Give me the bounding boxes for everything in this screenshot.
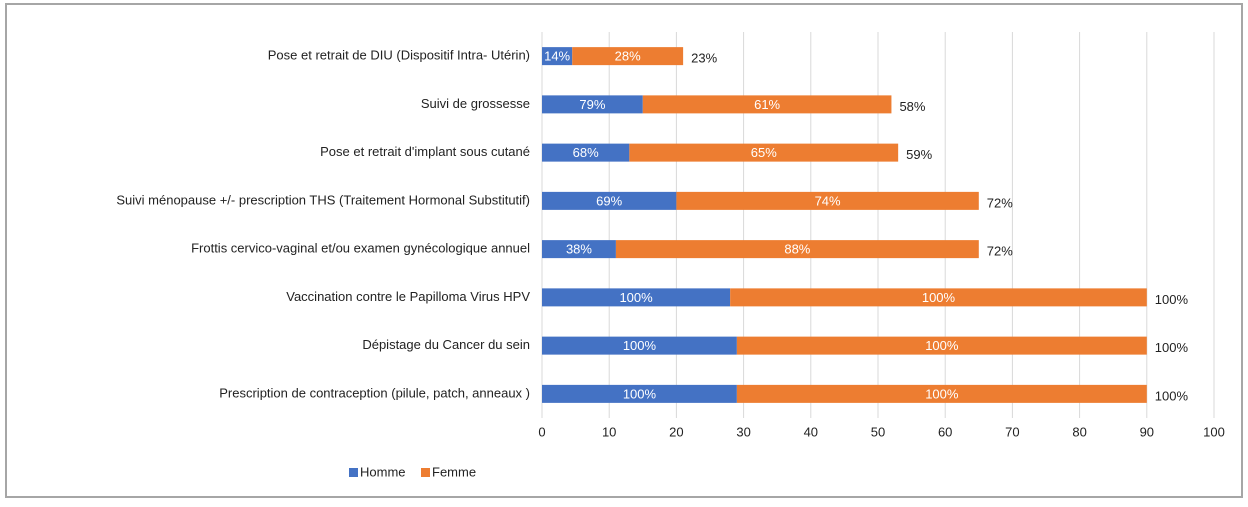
legend-swatch <box>421 468 430 477</box>
segment-label: 100% <box>922 290 956 305</box>
y-tick-label: Frottis cervico-vaginal et/ou examen gyn… <box>191 241 530 256</box>
total-label: 23% <box>691 51 717 66</box>
segment-label: 38% <box>566 242 592 257</box>
bar-segment <box>542 95 643 114</box>
segment-label: 28% <box>615 49 641 64</box>
bar-segment <box>542 384 737 403</box>
x-tick-label: 20 <box>669 424 683 439</box>
segment-label: 68% <box>573 145 599 160</box>
y-tick-label: Suivi ménopause +/- prescription THS (Tr… <box>116 192 530 207</box>
segment-label: 69% <box>596 193 622 208</box>
legend-label: Homme <box>360 464 406 479</box>
segment-label: 100% <box>925 386 959 401</box>
bar-segment <box>629 143 899 162</box>
legend-label: Femme <box>432 464 476 479</box>
x-tick-label: 100 <box>1203 424 1225 439</box>
segment-label: 79% <box>579 97 605 112</box>
total-label: 100% <box>1155 292 1189 307</box>
y-tick-label: Pose et retrait d'implant sous cutané <box>320 144 530 159</box>
total-label: 100% <box>1155 340 1189 355</box>
total-label: 72% <box>987 195 1013 210</box>
x-tick-label: 40 <box>804 424 818 439</box>
x-tick-label: 80 <box>1072 424 1086 439</box>
total-label: 58% <box>899 99 925 114</box>
y-tick-label: Suivi de grossesse <box>421 96 530 111</box>
segment-label: 100% <box>925 338 959 353</box>
x-tick-label: 60 <box>938 424 952 439</box>
segment-label: 100% <box>619 290 653 305</box>
x-tick-label: 30 <box>736 424 750 439</box>
x-tick-label: 10 <box>602 424 616 439</box>
bar-segment <box>542 47 573 66</box>
legend-swatch <box>349 468 358 477</box>
bar-segment <box>730 288 1147 307</box>
bar-segment <box>542 288 731 307</box>
y-tick-label: Pose et retrait de DIU (Dispositif Intra… <box>268 48 530 63</box>
x-tick-label: 50 <box>871 424 885 439</box>
y-tick-label: Vaccination contre le Papilloma Virus HP… <box>286 289 530 304</box>
bar-segment <box>542 240 616 259</box>
segment-label: 88% <box>784 242 810 257</box>
total-label: 100% <box>1155 388 1189 403</box>
total-label: 72% <box>987 244 1013 259</box>
bar-segment <box>615 240 979 259</box>
total-label: 59% <box>906 147 932 162</box>
bar-segment <box>542 191 677 210</box>
segment-label: 61% <box>754 97 780 112</box>
x-tick-label: 70 <box>1005 424 1019 439</box>
segment-label: 100% <box>623 338 657 353</box>
segment-label: 14% <box>544 49 570 64</box>
x-tick-label: 0 <box>538 424 545 439</box>
bar-segment <box>542 336 737 355</box>
bar-segment <box>676 191 979 210</box>
y-tick-label: Dépistage du Cancer du sein <box>362 337 530 352</box>
bar-segment <box>736 384 1147 403</box>
y-tick-label: Prescription de contraception (pilule, p… <box>219 385 530 400</box>
bar-segment <box>542 143 630 162</box>
segment-label: 65% <box>751 145 777 160</box>
segment-label: 100% <box>623 386 657 401</box>
x-tick-label: 90 <box>1140 424 1154 439</box>
bar-segment <box>572 47 684 66</box>
bar-segment <box>736 336 1147 355</box>
bar-segment <box>642 95 892 114</box>
segment-label: 74% <box>815 193 841 208</box>
